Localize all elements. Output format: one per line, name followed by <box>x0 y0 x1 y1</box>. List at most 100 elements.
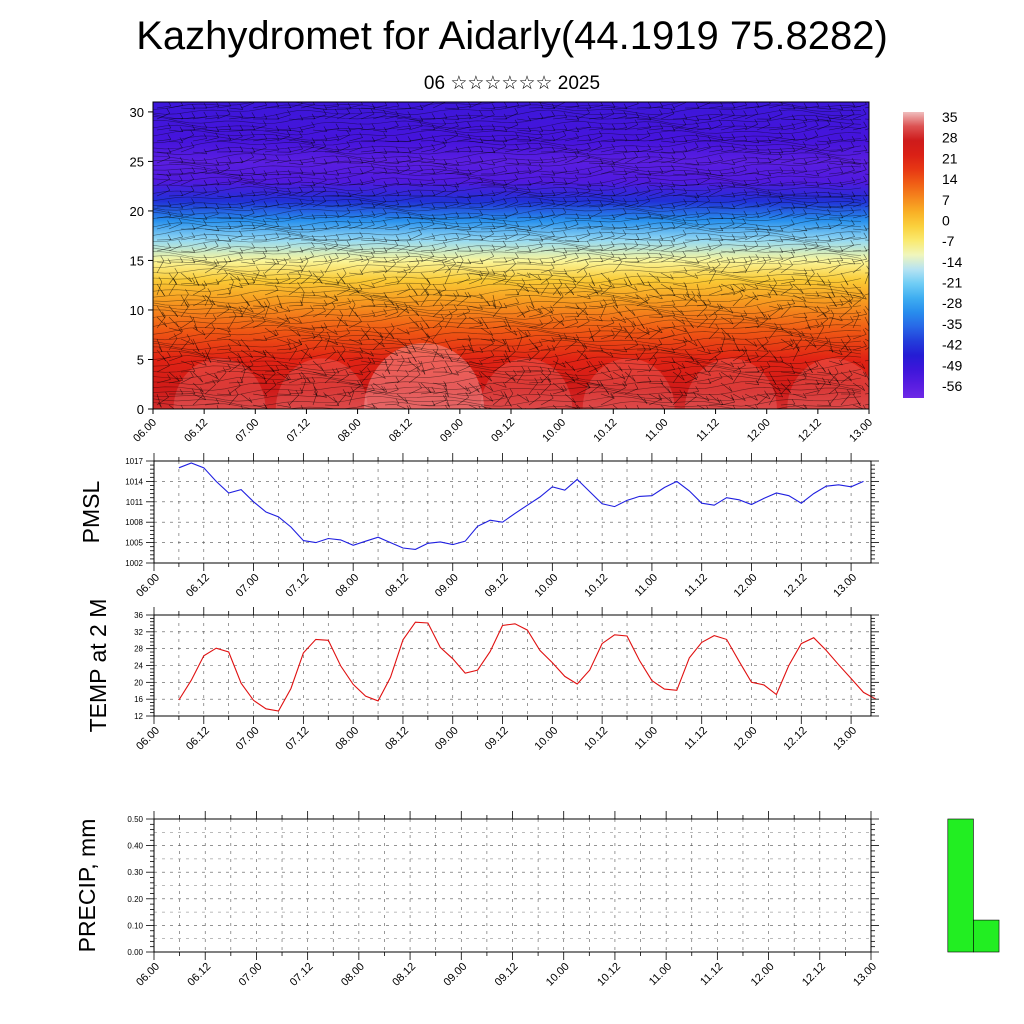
wind-barb <box>156 393 162 408</box>
wind-barb-flag <box>539 102 544 108</box>
wind-barb-flag <box>167 134 172 140</box>
wind-barb <box>528 261 543 265</box>
wind-barb-flag <box>563 268 568 275</box>
wind-barb-flag <box>623 252 627 259</box>
wind-barb <box>708 239 724 241</box>
wind-barb-flag <box>671 104 676 110</box>
wind-barb <box>744 234 759 241</box>
wind-barb-flag <box>406 218 411 225</box>
wind-barb <box>612 127 627 131</box>
wind-barb-flag <box>848 302 852 309</box>
wind-barb-flag <box>876 138 879 143</box>
wind-barb-flag <box>167 351 171 357</box>
wind-barb-flag <box>803 103 808 109</box>
colorbar-label: 35 <box>942 109 958 125</box>
wind-barb-flag <box>407 234 412 240</box>
y-tick-label: 20 <box>134 678 143 687</box>
wind-barb <box>732 215 747 219</box>
wind-barb-flag <box>462 344 466 350</box>
wind-barb-flag <box>465 386 469 392</box>
wind-barb-flag <box>515 297 519 304</box>
wind-barb-flag <box>718 284 723 291</box>
wind-barb <box>840 261 855 265</box>
wind-barb-flag <box>851 258 856 265</box>
wind-barb-flag <box>731 191 736 198</box>
wind-barb-flag <box>302 375 307 381</box>
wind-barb-flag <box>203 232 208 239</box>
wind-barb-flag <box>582 344 586 350</box>
wind-barb-flag <box>218 413 221 418</box>
wind-barb-flag <box>443 179 448 186</box>
wind-barb <box>216 263 228 274</box>
wind-barb-flag <box>479 110 483 116</box>
wind-barb <box>156 190 170 197</box>
wind-barb <box>804 226 819 230</box>
wind-barb-flag <box>359 254 364 260</box>
wind-barb-flag <box>754 108 759 115</box>
wind-barb-flag <box>491 223 496 229</box>
wind-barb <box>264 334 279 340</box>
wind-barb <box>432 145 446 153</box>
wind-barb <box>444 107 460 110</box>
wind-barb <box>768 308 781 318</box>
wind-barb-flag <box>682 339 687 346</box>
wind-barb-flag <box>467 168 472 175</box>
wind-barb-flag <box>623 111 627 117</box>
wind-barb <box>204 384 216 395</box>
wind-barb <box>204 191 219 197</box>
wind-barb <box>816 206 832 209</box>
wind-barb-flag <box>671 210 675 216</box>
wind-barb-flag <box>323 392 327 398</box>
wind-barb-flag <box>333 396 337 403</box>
wind-barb <box>408 147 423 153</box>
wind-barb <box>228 385 241 395</box>
wind-barb <box>648 245 663 252</box>
wind-barb-flag <box>503 302 508 309</box>
wind-barb <box>324 307 336 318</box>
wind-barb-flag <box>347 362 351 368</box>
wind-barb-flag <box>263 378 268 384</box>
wind-barb-flag <box>527 186 531 192</box>
wind-barb <box>852 162 868 165</box>
wind-barb <box>648 272 661 282</box>
x-tick-label: 11.12 <box>694 417 721 444</box>
wind-barb <box>780 403 796 406</box>
wind-barb <box>360 283 375 288</box>
wind-barb <box>300 104 315 109</box>
wind-barb <box>420 404 436 406</box>
wind-barb-flag <box>395 166 400 172</box>
wind-barb-flag <box>395 199 400 205</box>
contour-line <box>153 263 862 273</box>
x-tick-label: 12.00 <box>745 417 773 445</box>
wind-barb-flag <box>659 203 664 210</box>
wind-barb-flag <box>693 391 697 397</box>
wind-barb <box>348 259 363 263</box>
wind-barb <box>648 191 663 197</box>
wind-barb <box>576 234 591 241</box>
wind-barb <box>228 363 241 373</box>
x-tick-label: 10.00 <box>540 417 568 445</box>
wind-barb <box>180 338 195 345</box>
wind-barb-flag <box>359 244 364 250</box>
wind-barb <box>264 139 279 142</box>
wind-barb-flag <box>211 323 216 330</box>
wind-barb-flag <box>849 293 854 299</box>
wind-barb-flag <box>383 208 387 214</box>
wind-barb-flag <box>328 255 333 261</box>
wind-barb-flag <box>591 280 595 286</box>
wind-barb-flag <box>467 224 472 230</box>
wind-barb <box>180 214 195 219</box>
wind-barb-flag <box>466 173 470 180</box>
wind-barb <box>360 250 375 253</box>
y-tick-label: 10 <box>130 303 144 318</box>
wind-barb <box>204 106 219 109</box>
wind-barb <box>576 217 592 220</box>
wind-barb-flag <box>467 212 472 218</box>
wind-barb <box>696 248 711 252</box>
wind-barb-flag <box>693 374 697 380</box>
wind-barb-flag <box>319 278 323 284</box>
wind-barb-flag <box>683 209 687 215</box>
wind-barb <box>360 140 376 143</box>
wind-barb <box>804 365 818 373</box>
wind-barb <box>540 107 556 109</box>
